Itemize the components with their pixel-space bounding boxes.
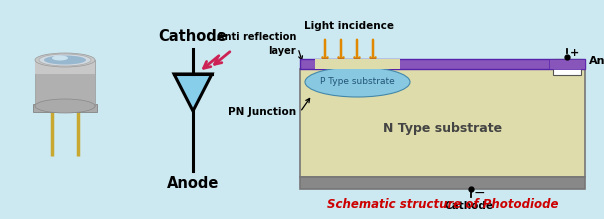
Text: Anode: Anode xyxy=(589,56,604,66)
FancyBboxPatch shape xyxy=(300,59,585,69)
Text: Anti reflection
layer: Anti reflection layer xyxy=(217,32,296,56)
Text: PN Junction: PN Junction xyxy=(228,107,296,117)
FancyBboxPatch shape xyxy=(300,69,585,177)
Text: +: + xyxy=(570,48,579,58)
FancyBboxPatch shape xyxy=(549,59,585,69)
Text: Cathode: Cathode xyxy=(445,201,493,211)
FancyBboxPatch shape xyxy=(315,59,400,69)
Ellipse shape xyxy=(44,55,86,65)
Text: P Type substrate: P Type substrate xyxy=(320,78,395,87)
Text: Schematic structure of Photodiode: Schematic structure of Photodiode xyxy=(327,198,558,211)
Text: Light incidence: Light incidence xyxy=(304,21,394,31)
Text: Anode: Anode xyxy=(167,176,219,191)
Ellipse shape xyxy=(35,99,95,113)
Text: N Type substrate: N Type substrate xyxy=(383,122,502,135)
Text: −: − xyxy=(474,186,486,200)
Ellipse shape xyxy=(305,67,410,97)
Ellipse shape xyxy=(52,55,68,60)
Ellipse shape xyxy=(39,54,91,66)
Polygon shape xyxy=(174,74,212,111)
Text: Cathode: Cathode xyxy=(159,29,227,44)
FancyBboxPatch shape xyxy=(300,177,585,189)
FancyBboxPatch shape xyxy=(35,60,95,74)
FancyBboxPatch shape xyxy=(33,104,97,112)
Ellipse shape xyxy=(35,53,95,67)
FancyBboxPatch shape xyxy=(35,60,95,106)
FancyBboxPatch shape xyxy=(553,59,581,75)
